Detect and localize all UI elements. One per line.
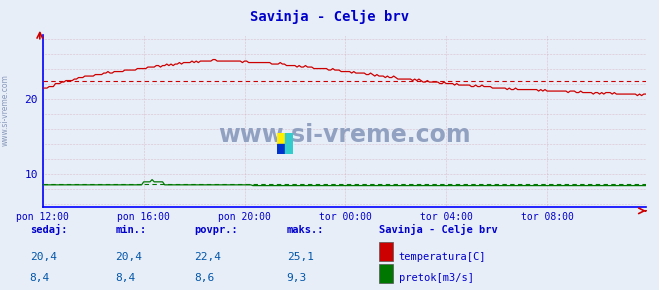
Text: 9,3: 9,3 xyxy=(287,273,307,283)
Text: 8,4: 8,4 xyxy=(30,273,50,283)
Text: Savinja - Celje brv: Savinja - Celje brv xyxy=(250,10,409,24)
Text: temperatura[C]: temperatura[C] xyxy=(399,251,486,262)
Bar xyxy=(277,133,285,144)
Bar xyxy=(285,133,293,154)
Text: 8,6: 8,6 xyxy=(194,273,215,283)
Text: 8,4: 8,4 xyxy=(115,273,136,283)
Text: maks.:: maks.: xyxy=(287,225,324,235)
Text: sedaj:: sedaj: xyxy=(30,224,67,235)
Bar xyxy=(277,144,285,154)
Text: Savinja - Celje brv: Savinja - Celje brv xyxy=(379,224,498,235)
Text: pretok[m3/s]: pretok[m3/s] xyxy=(399,273,474,283)
Text: povpr.:: povpr.: xyxy=(194,225,238,235)
Text: 20,4: 20,4 xyxy=(115,251,142,262)
Text: www.si-vreme.com: www.si-vreme.com xyxy=(1,74,10,146)
Text: 20,4: 20,4 xyxy=(30,251,57,262)
Text: 22,4: 22,4 xyxy=(194,251,221,262)
Text: 25,1: 25,1 xyxy=(287,251,314,262)
Text: www.si-vreme.com: www.si-vreme.com xyxy=(218,123,471,147)
Text: min.:: min.: xyxy=(115,225,146,235)
